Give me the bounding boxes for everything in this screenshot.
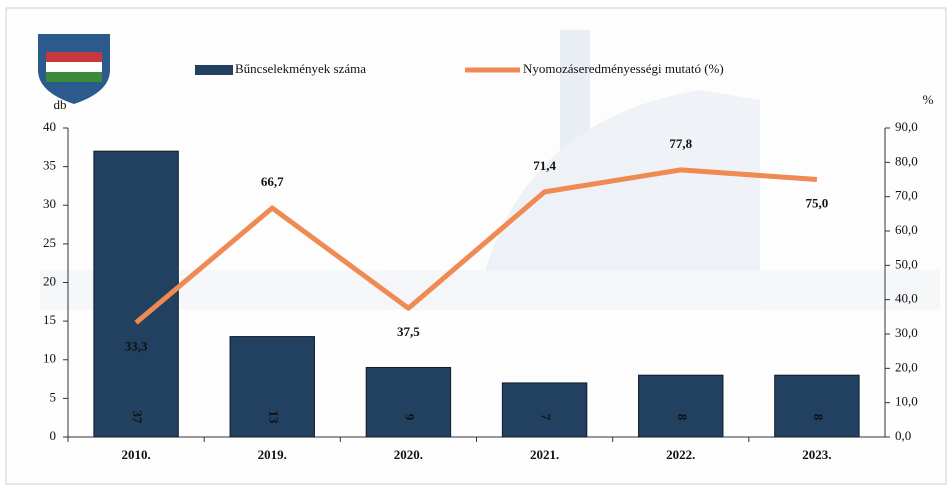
bar [94,151,178,437]
y2-tick-label: 70,0 [895,188,918,203]
bar-value-label: 8 [811,414,826,421]
x-tick-label: 2021. [530,447,559,462]
bar-value-label: 13 [266,411,281,425]
legend-label: Bűncselekmények száma [235,61,366,76]
y-tick-label: 25 [43,235,56,250]
y2-tick-label: 0,0 [895,428,911,443]
x-tick-label: 2023. [802,447,831,462]
x-tick-label: 2019. [258,447,287,462]
bar [639,375,723,437]
line-value-label: 37,5 [397,324,420,339]
x-tick-label: 2010. [121,447,150,462]
legend-label: Nyomozáseredményességi mutató (%) [523,61,724,76]
y2-tick-label: 80,0 [895,153,918,168]
x-tick-label: 2020. [394,447,423,462]
line-value-label: 66,7 [261,174,284,189]
y-tick-label: 10 [43,351,56,366]
x-tick-label: 2022. [666,447,695,462]
y-axis-label: db [54,97,67,112]
y2-tick-label: 20,0 [895,359,918,374]
line-value-label: 75,0 [806,195,829,210]
line-value-label: 77,8 [669,136,692,151]
line-value-label: 33,3 [125,339,148,354]
chart: db % 0 5 10 15 20 25 30 35 40 0,0 10,0 20,0 30,0 40,0… [0,0,951,487]
y2-axis-label: % [923,92,934,107]
y-tick-label: 15 [43,312,56,327]
bar-value-label: 9 [402,414,417,421]
y-tick-label: 30 [43,196,56,211]
y-tick-label: 40 [43,119,56,134]
y2-tick-label: 90,0 [895,119,918,134]
y2-tick-label: 60,0 [895,222,918,237]
y-tick-label: 20 [43,273,56,288]
bar-value-label: 37 [130,411,145,425]
line-value-label: 71,4 [533,158,556,173]
y2-tick-label: 40,0 [895,291,918,306]
y2-tick-label: 30,0 [895,325,918,340]
bar [775,375,859,437]
y2-tick-label: 10,0 [895,394,918,409]
bar-value-label: 8 [675,414,690,421]
bar [502,383,586,437]
y-tick-label: 35 [43,158,56,173]
bar [366,367,450,437]
y2-tick-label: 50,0 [895,256,918,271]
y-tick-label: 0 [50,428,57,443]
bar-value-label: 7 [539,414,554,421]
y-tick-label: 5 [50,389,57,404]
legend-swatch [195,65,233,75]
